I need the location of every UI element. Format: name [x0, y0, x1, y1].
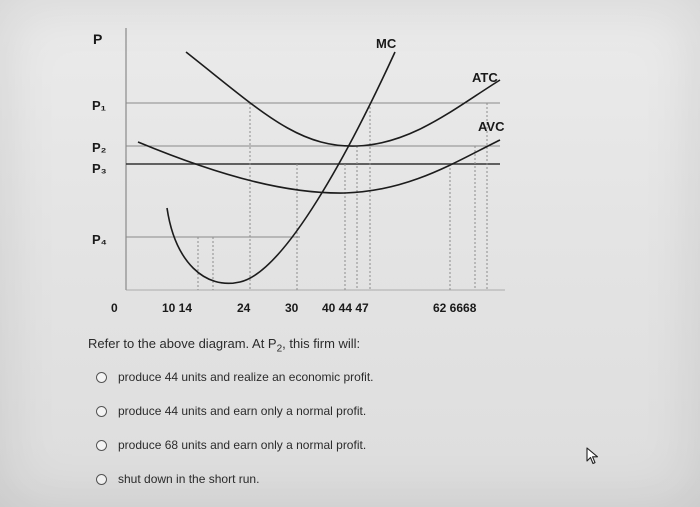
- answer-option-1[interactable]: produce 44 units and realize an economic…: [96, 360, 496, 394]
- answer-option-label: shut down in the short run.: [118, 472, 260, 486]
- mc-label: MC: [376, 36, 397, 51]
- avc-label: AVC: [478, 119, 505, 134]
- y-axis-label: P: [93, 31, 102, 47]
- answer-option-label: produce 44 units and earn only a normal …: [118, 404, 367, 418]
- p2-label: P₂: [92, 140, 107, 155]
- x-tick-label: 62 6668: [433, 301, 477, 315]
- answer-option-label: produce 68 units and earn only a normal …: [118, 438, 367, 452]
- mc-curve: [166, 51, 396, 285]
- x-tick-label: 24: [237, 301, 251, 315]
- avc-curve: [137, 139, 501, 194]
- cost-curves-chart: P P₁ P₂ P₃ P₄ MC ATC AVC 0 10 14 24 30 4…: [92, 28, 505, 315]
- question-subscript: 2: [276, 343, 283, 355]
- question-prefix: Refer to the above diagram. At P: [88, 336, 277, 351]
- radio-button[interactable]: [96, 371, 107, 383]
- mouse-pointer-icon: [586, 447, 599, 465]
- question-text: Refer to the above diagram. At P2, this …: [88, 336, 360, 355]
- x-tick-label: 30: [285, 301, 299, 315]
- radio-button[interactable]: [96, 473, 107, 485]
- answer-options: produce 44 units and realize an economic…: [96, 360, 496, 496]
- answer-option-3[interactable]: produce 68 units and earn only a normal …: [96, 428, 496, 462]
- x-tick-label: 0: [111, 301, 118, 315]
- x-tick-label: 40 44 47: [322, 301, 369, 315]
- atc-label: ATC: [472, 70, 498, 85]
- question-suffix: , this firm will:: [282, 336, 361, 351]
- x-tick-label: 10 14: [162, 301, 192, 315]
- p3-label: P₃: [92, 161, 107, 176]
- radio-button[interactable]: [96, 439, 107, 451]
- answer-option-4[interactable]: shut down in the short run.: [96, 462, 496, 496]
- p1-label: P₁: [92, 98, 106, 113]
- quantity-gridlines: [197, 103, 488, 290]
- atc-curve: [185, 51, 501, 147]
- answer-option-2[interactable]: produce 44 units and earn only a normal …: [96, 394, 496, 428]
- answer-option-label: produce 44 units and realize an economic…: [118, 370, 374, 384]
- p4-label: P₄: [92, 232, 107, 247]
- radio-button[interactable]: [96, 405, 107, 417]
